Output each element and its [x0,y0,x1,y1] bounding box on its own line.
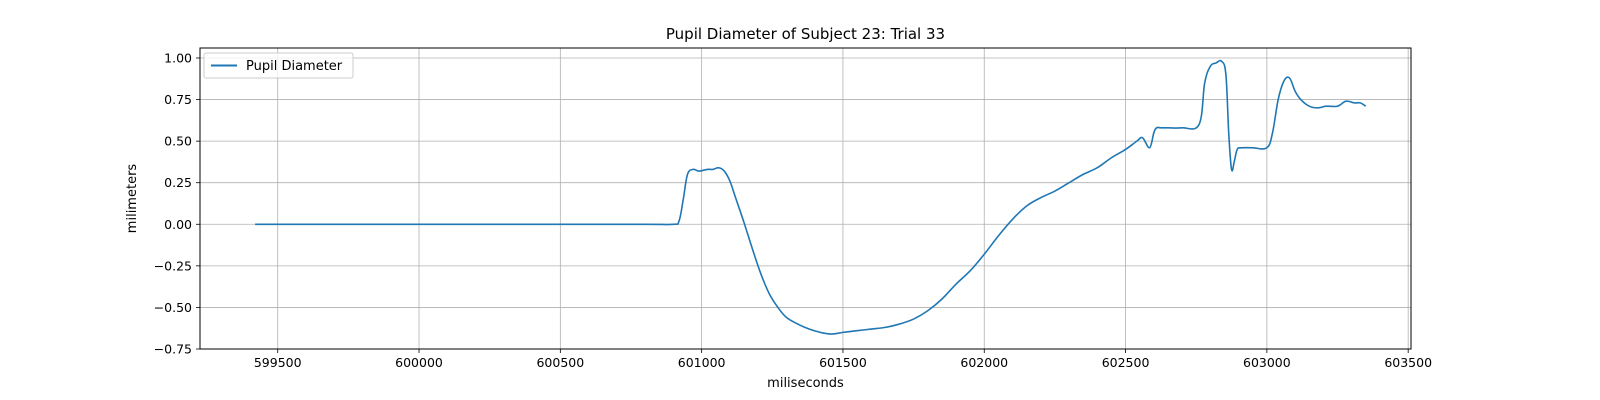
x-tick-label: 601500 [819,355,867,370]
plot-frame [199,47,1412,350]
x-tick-label: 600000 [395,355,443,370]
y-axis-label: milimeters [125,164,140,234]
grid-layer [200,48,1411,350]
y-tick-label: 0.50 [164,134,192,149]
x-tick-label: 602000 [960,355,1008,370]
chart-title: Pupil Diameter of Subject 23: Trial 33 [666,25,945,43]
y-tick-label: −0.75 [154,342,192,357]
legend-label: Pupil Diameter [246,59,343,74]
y-tick-label: 0.75 [164,92,192,107]
series-line-pupil-diameter [255,59,1367,335]
x-tick-label: 600500 [536,355,584,370]
x-tick-label: 602500 [1102,355,1150,370]
y-tick-label: 0.00 [164,217,192,232]
x-tick-label: 601000 [678,355,726,370]
y-tick-label: 0.25 [164,175,192,190]
legend: Pupil Diameter [203,52,354,79]
x-tick-label: 603000 [1243,355,1291,370]
y-tick-label: −0.25 [154,258,192,273]
y-tick-label: −0.50 [154,300,192,315]
x-tick-label: 603500 [1384,355,1432,370]
y-tick-label: 1.00 [164,50,192,65]
legend-box [203,52,354,79]
x-tick-label: 599500 [254,355,302,370]
tick-layer: 599500 600000 600500 601000 601500 602000 6025… [154,50,1432,370]
series-layer [255,59,1367,335]
x-axis-label: miliseconds [767,376,844,391]
